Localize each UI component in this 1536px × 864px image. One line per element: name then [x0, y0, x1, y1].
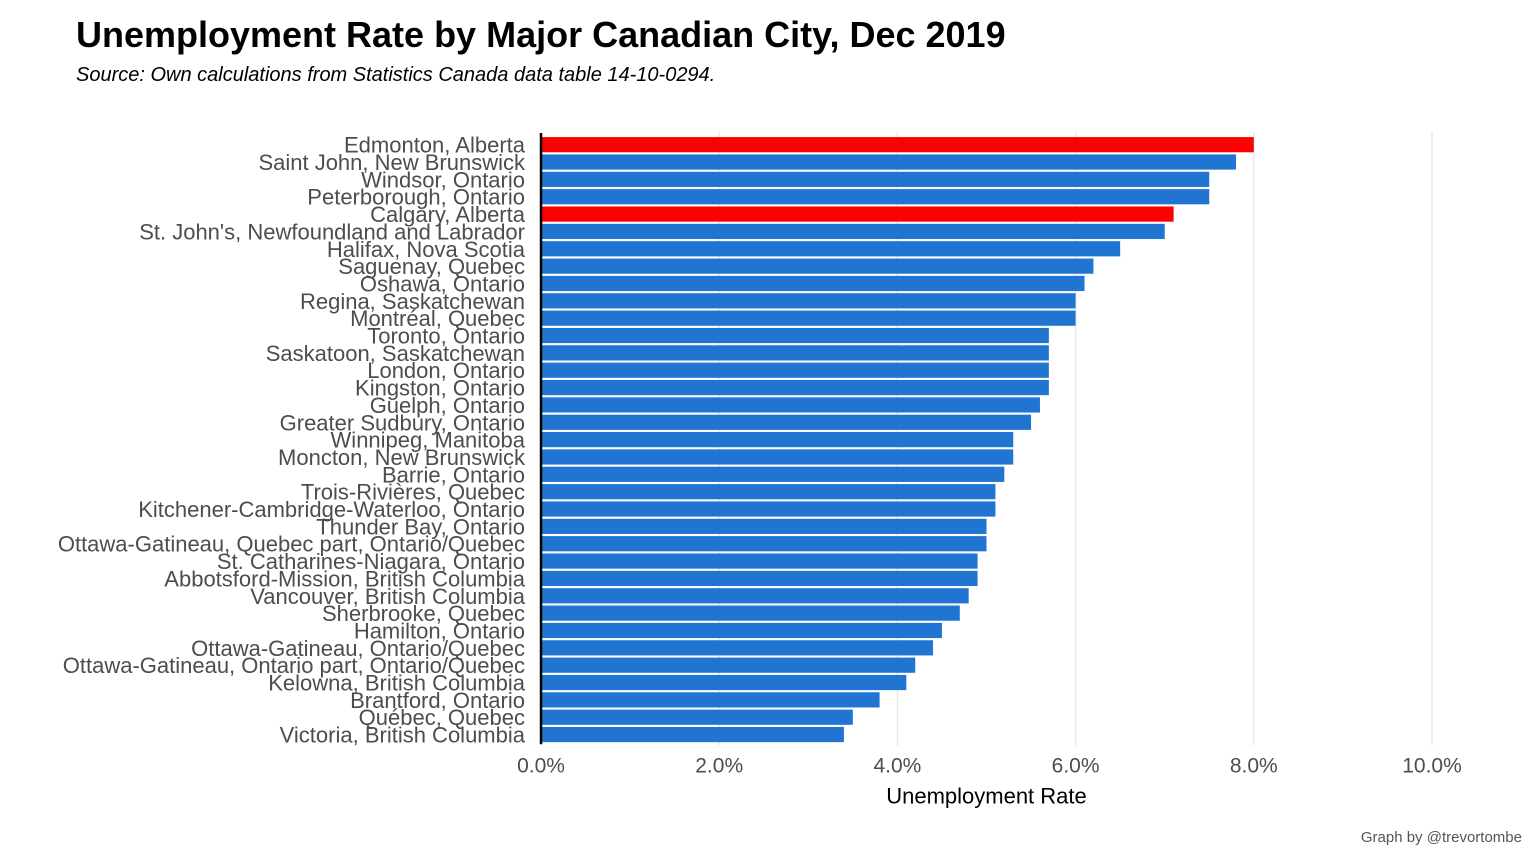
bar: [541, 293, 1076, 309]
category-label: Regina, Saskatchewan: [300, 289, 525, 314]
x-tick-label: 0.0%: [517, 754, 565, 777]
x-tick-label: 10.0%: [1402, 754, 1462, 777]
x-axis-title: Unemployment Rate: [886, 783, 1087, 808]
bar: [541, 310, 1076, 326]
category-label: London, Ontario: [367, 358, 525, 383]
bar: [541, 137, 1254, 153]
bar: [541, 501, 996, 517]
bar: [541, 258, 1094, 274]
bar: [541, 466, 1005, 482]
bar: [541, 345, 1049, 361]
x-tick-label: 6.0%: [1052, 754, 1100, 777]
category-label: Abbotsford-Mission, British Columbia: [164, 566, 525, 591]
category-label: Greater Sudbury, Ontario: [280, 410, 525, 435]
bar: [541, 414, 1032, 430]
category-label: Ottawa-Gatineau, Ontario/Quebec: [191, 636, 525, 661]
category-label: Oshawa, Ontario: [360, 271, 525, 296]
category-label: Kingston, Ontario: [355, 376, 525, 401]
category-label: Hamilton, Ontario: [354, 618, 525, 643]
bar: [541, 449, 1014, 465]
bar: [541, 241, 1121, 257]
bar: [541, 518, 987, 534]
chart-title: Unemployment Rate by Major Canadian City…: [76, 14, 1006, 55]
category-label: Kelowna, British Columbia: [268, 671, 526, 696]
category-label: Halifax, Nova Scotia: [327, 237, 526, 262]
category-label: Moncton, New Brunswick: [278, 445, 526, 470]
category-label: Windsor, Ontario: [361, 167, 525, 192]
category-label: St. John's, Newfoundland and Labrador: [139, 219, 525, 244]
category-label: Barrie, Ontario: [382, 462, 525, 487]
bar: [541, 692, 880, 708]
category-label: Edmonton, Alberta: [344, 133, 526, 158]
chart-subtitle: Source: Own calculations from Statistics…: [76, 64, 716, 86]
x-tick-label: 8.0%: [1230, 754, 1278, 777]
bar: [541, 588, 969, 604]
bar: [541, 657, 916, 673]
category-label: Vancouver, British Columbia: [250, 584, 525, 609]
bar: [541, 275, 1085, 292]
bar: [541, 154, 1236, 170]
category-label: Toronto, Ontario: [367, 324, 525, 349]
bar: [541, 397, 1040, 413]
x-tick-label: 4.0%: [873, 754, 921, 777]
category-label: St. Catharines-Niagara, Ontario: [217, 549, 525, 574]
category-label: Victoria, British Columbia: [280, 723, 526, 748]
bar: [541, 432, 1014, 448]
category-label: Trois-Rivières, Quebec: [301, 480, 525, 505]
bar: [541, 171, 1210, 187]
category-label: Sherbrooke, Quebec: [322, 601, 525, 626]
bar: [541, 709, 853, 725]
x-tick-labels: 0.0% 2.0% 4.0% 6.0% 8.0% 10.0%: [517, 754, 1462, 777]
category-label: Guelph, Ontario: [370, 393, 525, 418]
bars: [541, 137, 1254, 743]
bar: [541, 484, 996, 500]
bar: [541, 206, 1174, 222]
bar: [541, 553, 978, 569]
category-label: Saskatoon, Saskatchewan: [266, 341, 525, 366]
bar: [541, 379, 1049, 396]
category-label: Montréal, Quebec: [350, 306, 525, 331]
category-label: Kitchener-Cambridge-Waterloo, Ontario: [138, 497, 525, 522]
bar: [541, 327, 1049, 344]
category-label: Winnipeg, Manitoba: [331, 428, 526, 453]
bar: [541, 570, 978, 587]
bar: [541, 605, 960, 621]
bar: [541, 536, 987, 552]
bar: [541, 622, 942, 639]
bar: [541, 674, 907, 691]
category-label: Brantford, Ontario: [350, 688, 525, 713]
category-label: Ottawa-Gatineau, Ontario part, Ontario/Q…: [63, 653, 525, 678]
bar: [541, 189, 1210, 205]
bar: [541, 726, 844, 743]
bar: [541, 223, 1165, 240]
category-label: Ottawa-Gatineau, Quebec part, Ontario/Qu…: [58, 532, 525, 557]
category-label: Peterborough, Ontario: [307, 185, 525, 210]
category-label: Saguenay, Quebec: [338, 254, 525, 279]
chart-caption: Graph by @trevortombe: [1360, 829, 1522, 846]
category-label: Calgary, Alberta: [370, 202, 526, 227]
category-label: Thunder Bay, Ontario: [316, 514, 525, 539]
bar: [541, 362, 1049, 378]
bar: [541, 640, 934, 656]
category-label: Saint John, New Brunswick: [258, 150, 526, 175]
category-label: Québec, Quebec: [359, 705, 525, 730]
x-tick-label: 2.0%: [695, 754, 743, 777]
